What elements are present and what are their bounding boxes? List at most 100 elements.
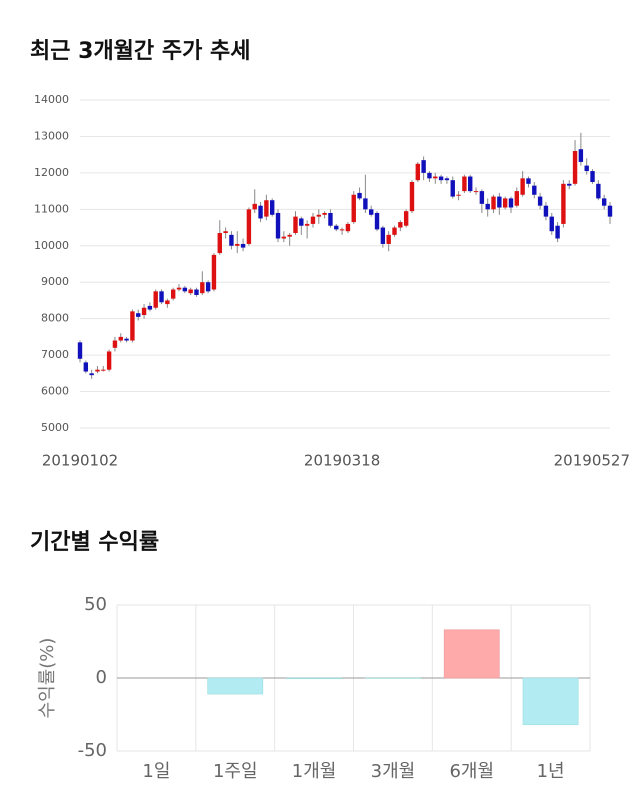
y-tick-label: 6000 xyxy=(41,385,69,398)
y-tick-label: 50 xyxy=(84,594,107,615)
candle-body xyxy=(299,218,304,226)
bar xyxy=(207,677,264,695)
candle-body xyxy=(427,172,432,179)
candle-body xyxy=(601,198,607,206)
candle-body xyxy=(211,254,217,290)
candle-body xyxy=(415,163,421,181)
y-tick-label: 0 xyxy=(96,667,107,688)
candle-body xyxy=(322,212,327,215)
y-tick-label: 12000 xyxy=(34,166,69,179)
candle-body xyxy=(468,176,473,192)
candle-body xyxy=(357,192,362,199)
candle-body xyxy=(409,182,415,212)
candle-body xyxy=(334,225,339,230)
candle-body xyxy=(479,191,485,204)
candle-body xyxy=(101,369,106,371)
candle-body xyxy=(491,196,496,210)
candle-body xyxy=(433,176,438,179)
y-tick-label: -50 xyxy=(78,740,107,761)
candle-body xyxy=(456,194,461,196)
candle-body xyxy=(520,178,525,195)
x-tick-label: 6개월 xyxy=(449,761,494,782)
candle-body xyxy=(205,282,211,292)
x-tick-label: 1년 xyxy=(537,761,565,782)
candle-body xyxy=(188,289,193,294)
candle-body xyxy=(514,191,520,206)
x-tick-label: 20190102 xyxy=(42,452,118,470)
candle-body xyxy=(567,183,572,186)
candle-body xyxy=(497,196,502,208)
candle-body xyxy=(240,243,246,248)
candle-body xyxy=(252,203,257,210)
candle-body xyxy=(316,214,321,217)
candle-body xyxy=(421,160,426,173)
candle-body xyxy=(223,231,228,234)
candle-body xyxy=(77,342,83,359)
candle-body xyxy=(200,282,205,294)
candle-body xyxy=(607,205,613,217)
y-tick-label: 14000 xyxy=(34,93,69,106)
y-tick-label: 5000 xyxy=(41,421,69,434)
candle-body xyxy=(374,212,380,230)
candle-body xyxy=(363,198,368,210)
candle-body xyxy=(124,338,129,341)
candle-body xyxy=(287,234,292,237)
candle-body xyxy=(130,311,135,341)
candle-body xyxy=(485,203,490,210)
y-tick-label: 11000 xyxy=(34,202,69,215)
candle-body xyxy=(345,223,351,232)
candle-body xyxy=(89,373,94,376)
candle-body xyxy=(170,289,176,299)
candle-body xyxy=(572,151,578,184)
candle-body xyxy=(403,211,409,226)
y-tick-label: 7000 xyxy=(41,348,69,361)
candle-body xyxy=(136,313,141,317)
candle-body xyxy=(584,165,589,172)
candle-body xyxy=(444,178,450,181)
candle-body xyxy=(182,287,188,292)
candle-body xyxy=(147,305,153,310)
chart-title: 기간별 수익률 xyxy=(30,530,159,555)
bar xyxy=(286,677,342,680)
candle-body xyxy=(462,176,467,192)
candle-body xyxy=(561,183,566,224)
candle-body xyxy=(537,196,543,206)
candle-body xyxy=(351,194,356,223)
y-tick-label: 10000 xyxy=(34,239,69,252)
candle-body xyxy=(590,171,595,182)
candle-body xyxy=(398,222,403,228)
candle-body xyxy=(217,233,222,254)
candle-body xyxy=(229,234,234,246)
x-tick-label: 3개월 xyxy=(371,761,416,782)
candle-body xyxy=(118,336,123,341)
candle-body xyxy=(83,362,89,372)
candle-body xyxy=(380,227,386,244)
candle-body xyxy=(450,180,455,197)
candle-body xyxy=(281,236,287,239)
candle-body xyxy=(328,212,333,226)
candle-body xyxy=(438,176,444,181)
x-tick-label: 20190318 xyxy=(304,452,380,470)
candle-body xyxy=(502,198,508,208)
candle-body xyxy=(112,340,118,348)
candle-body xyxy=(549,216,554,232)
candle-body xyxy=(543,205,549,217)
candle-body xyxy=(473,191,479,193)
candle-body xyxy=(235,243,240,246)
candle-body xyxy=(508,198,514,208)
candle-body xyxy=(339,229,345,231)
candle-body xyxy=(275,212,281,239)
candle-body xyxy=(293,216,298,234)
candle-body xyxy=(304,223,310,226)
candle-body xyxy=(269,200,275,215)
candle-body xyxy=(386,234,391,244)
candle-body xyxy=(141,307,147,316)
candle-body xyxy=(596,183,601,199)
y-tick-label: 13000 xyxy=(34,129,69,142)
candle-body xyxy=(392,227,397,235)
x-tick-label: 20190527 xyxy=(554,452,630,470)
bar xyxy=(443,629,500,679)
y-tick-label: 8000 xyxy=(41,312,69,325)
candle-body xyxy=(95,369,100,372)
